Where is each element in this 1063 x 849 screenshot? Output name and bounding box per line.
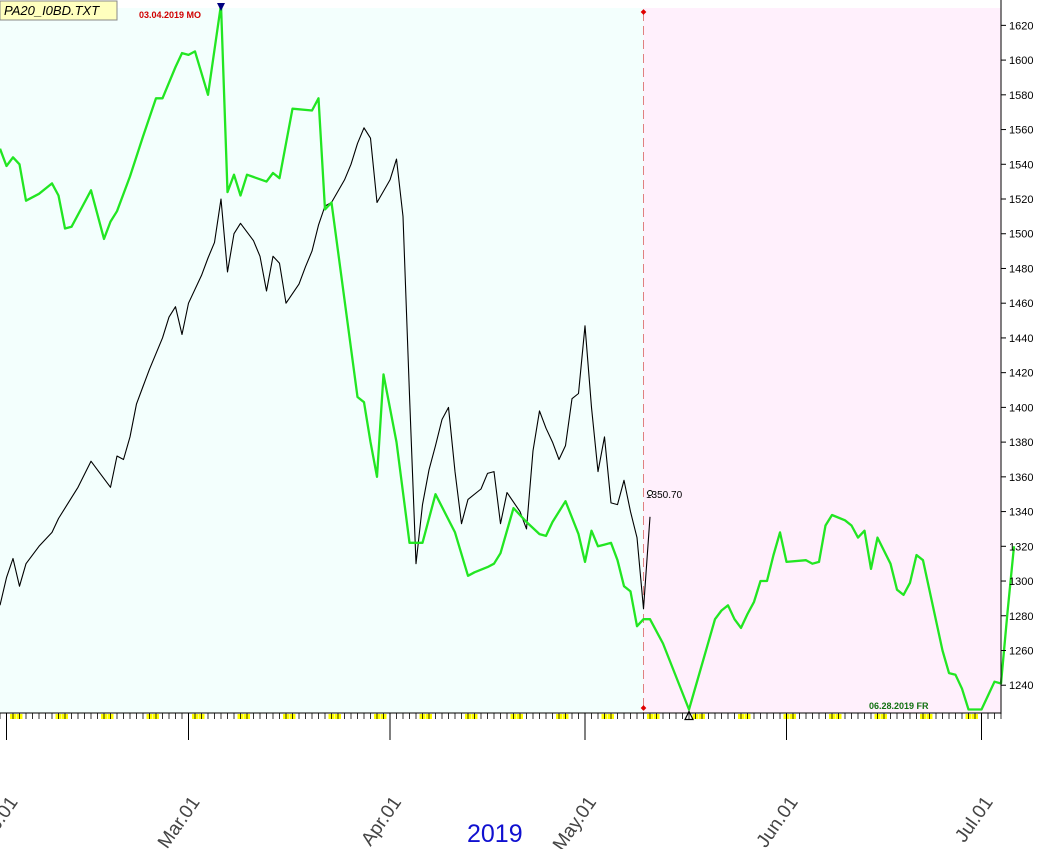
x-tick-label: Apr.01: [357, 793, 406, 849]
green-series-line: [0, 3, 1016, 711]
x-tick-label: Feb.01: [0, 793, 23, 849]
x-tick-label: Jun.01: [753, 793, 803, 849]
y-tick-label: 1360: [1009, 472, 1033, 484]
file-name-box: [0, 0, 118, 21]
split-marker-1: [640, 705, 647, 711]
annotations-layer: PA20_I0BD.TXT 03.04.2019 MO 06.28.2019 F…: [0, 0, 929, 721]
x-tick-label: Mar.01: [154, 793, 205, 849]
y-tick-label: 1480: [1009, 263, 1033, 275]
x-tick-label: Jul.01: [951, 793, 997, 847]
last-value-label: 1350.70: [646, 490, 683, 501]
y-tick-label: 1320: [1009, 541, 1033, 553]
future-region: [643, 8, 1001, 713]
y-tick-label: 1280: [1009, 611, 1033, 623]
y-tick-label: 1460: [1009, 298, 1033, 310]
past-region: [0, 8, 644, 713]
low-marker-arrow: [684, 710, 694, 721]
y-tick-label: 1260: [1009, 645, 1033, 657]
y-tick-label: 1240: [1009, 680, 1033, 692]
y-tick-label: 1420: [1009, 368, 1033, 380]
y-tick-label: 1400: [1009, 402, 1033, 414]
chart-title: PA20_I0BD.TXT: [4, 3, 100, 18]
y-tick-label: 1540: [1009, 159, 1033, 171]
y-tick-label: 1560: [1009, 125, 1033, 137]
series-layer: [0, 3, 1016, 711]
x-axis-label: 2019: [467, 820, 523, 848]
y-axis: 1240 1260 1280 1300 1320 1340 1360 1380 1400 1420…: [1000, 0, 1033, 714]
y-tick-label: 1300: [1009, 576, 1033, 588]
black-series-line: [0, 127, 651, 610]
y-tick-label: 1520: [1009, 194, 1033, 206]
low-date-label: 06.28.2019 FR: [869, 701, 929, 711]
last-value-marker: [647, 489, 653, 496]
y-tick-label: 1500: [1009, 229, 1033, 241]
y-tick-label: 1620: [1009, 20, 1033, 32]
high-marker-arrow: [217, 3, 225, 11]
y-tick-label: 1340: [1009, 507, 1033, 519]
high-date-label: 03.04.2019 MO: [139, 10, 201, 20]
x-tick-label: May.01: [549, 793, 601, 849]
y-tick-label: 1440: [1009, 333, 1033, 345]
y-tick-label: 1580: [1009, 90, 1033, 102]
split-marker-0: [640, 9, 647, 15]
y-tick-label: 1600: [1009, 55, 1033, 67]
y-tick-label: 1380: [1009, 437, 1033, 449]
